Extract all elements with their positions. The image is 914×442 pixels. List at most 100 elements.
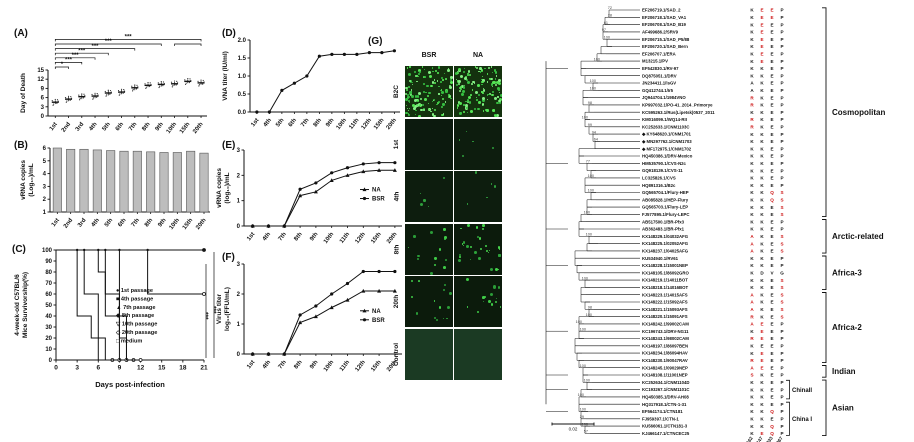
svg-text:6: 6	[41, 96, 45, 102]
aa-residue: E	[770, 380, 773, 385]
taxon-label: KX148243.1/98002CAM	[642, 336, 689, 341]
bootstrap-value: 100	[580, 408, 586, 412]
bootstrap-value: 72	[608, 6, 612, 10]
aa-residue: K	[750, 161, 754, 166]
chart-svg: EF206719.1/SAD_272 K E E PEF206718.1/SAD_VA1…	[545, 6, 885, 442]
aa-residue: K	[750, 329, 754, 334]
aa-residue: P	[780, 365, 783, 370]
svg-text:18: 18	[179, 365, 187, 372]
taxon-label: GQ565703.1/Flury-LEP	[642, 205, 688, 210]
svg-text:4-week-old C57BL/6: 4-week-old C57BL/6	[14, 274, 21, 336]
aa-residue: K	[750, 387, 754, 392]
svg-text:0: 0	[54, 365, 58, 372]
svg-text:80: 80	[45, 270, 52, 276]
aa-residue: K	[750, 66, 754, 71]
aa-residue: E	[760, 59, 763, 64]
bootstrap-value: 28	[608, 14, 612, 18]
aa-residue: E	[760, 30, 763, 35]
taxon-label: KX148230.1/90047RAV	[642, 358, 688, 363]
aa-residue: K	[760, 146, 764, 151]
aa-residue: P	[780, 15, 783, 20]
aa-residue: P	[780, 30, 783, 35]
bootstrap-value: 100	[582, 276, 588, 280]
aa-residue: E	[760, 322, 763, 327]
svg-text:60: 60	[45, 292, 52, 298]
aa-residue: E	[760, 8, 763, 13]
svg-text:10th: 10th	[166, 121, 179, 135]
aa-residue: E	[770, 146, 773, 151]
svg-text:2.0: 2.0	[238, 38, 247, 44]
taxon-label: KX148242.1/99002CAM	[642, 322, 689, 327]
aa-residue: K	[750, 190, 754, 195]
svg-text:12th: 12th	[355, 231, 368, 245]
aa-residue: V	[770, 271, 774, 276]
svg-text:3: 3	[237, 262, 241, 268]
chart-svg: 0 1 2 3 vRNA copies (log₁₀)/mL 1st 4th 7th 8th 9th…	[216, 148, 402, 245]
aa-residue: K	[750, 44, 754, 49]
bootstrap-value: 100	[588, 189, 594, 193]
svg-text:▽ 10th passage: ▽ 10th passage	[115, 322, 157, 328]
svg-text:7th: 7th	[128, 121, 138, 132]
aa-residue: E	[770, 351, 773, 356]
microscopy-row-label: 4th	[393, 191, 400, 202]
aa-residue: S	[780, 241, 783, 246]
svg-text:***: ***	[105, 39, 113, 45]
aa-residue: E	[770, 44, 773, 49]
aa-residue: P	[780, 22, 783, 27]
panel-f-virus-titer-chart: 0 1 2 3 Virus titer log₁₀(FFU/mL) 1st 4th 7th 8th…	[214, 256, 412, 394]
svg-text:4th: 4th	[91, 217, 101, 228]
bootstrap-value: 99	[588, 123, 592, 127]
svg-text:3: 3	[43, 184, 47, 190]
svg-text:(Log₁₀)/mL: (Log₁₀)/mL	[28, 163, 35, 196]
panel-label-g: (G)	[368, 36, 383, 47]
aa-residue: K	[760, 198, 764, 203]
svg-text:90: 90	[45, 259, 52, 265]
aa-residue: A	[750, 300, 754, 305]
aa-residue: S	[780, 292, 783, 297]
svg-text:9th: 9th	[309, 359, 319, 370]
panel-c-survival-chart: 0 10 20 30 40 50 60 70 80 90 100 4-week-old C57BL/6…	[12, 244, 224, 392]
bootstrap-value: 100	[586, 233, 592, 237]
fluorescence-image-20th-na	[454, 276, 502, 327]
aa-residue: E	[770, 227, 773, 232]
aa-residue: E	[770, 395, 773, 400]
svg-text:5th: 5th	[102, 121, 112, 132]
microscopy-column-header: BSR	[421, 52, 437, 59]
aa-residue: K	[760, 285, 764, 290]
taxon-label: LC325826.1/CVS	[642, 176, 676, 181]
aa-residue: R	[750, 358, 754, 363]
svg-text:0: 0	[49, 358, 53, 364]
fluorescence-image-1st-na	[454, 118, 502, 170]
aa-site-label: G147	[753, 435, 764, 442]
aa-residue: E	[770, 117, 773, 122]
aa-residue: Q	[770, 424, 774, 429]
microscopy-row-label: Control	[393, 342, 401, 366]
taxon-label: KX148221.1/15093AFS	[642, 307, 688, 312]
aa-residue: K	[750, 424, 754, 429]
aa-residue: E	[770, 161, 773, 166]
clade-label: Africa-3	[832, 268, 862, 277]
bootstrap-value: 100	[584, 379, 590, 383]
aa-residue: S	[780, 205, 783, 210]
panel-label-f: (F)	[222, 252, 235, 263]
svg-text:*: *	[61, 62, 64, 68]
aa-residue: E	[770, 15, 773, 20]
svg-text:2: 2	[237, 292, 241, 298]
aa-residue: K	[760, 278, 764, 283]
taxon-label: HQ450385.1/DRV-AH08	[642, 395, 689, 400]
aa-residue: P	[780, 66, 783, 71]
svg-text:Mice Survivorship(%): Mice Survivorship(%)	[22, 272, 29, 338]
bootstrap-value: 100	[580, 327, 586, 331]
aa-residue: K	[760, 395, 764, 400]
bootstrap-value: 100	[578, 393, 584, 397]
aa-residue: A	[750, 292, 754, 297]
svg-text:◆ 8th passage: ◆ 8th passage	[115, 312, 154, 319]
taxon-label: EF206719.1/SAD_2	[642, 8, 681, 13]
aa-residue: K	[750, 263, 754, 268]
svg-text:1: 1	[237, 199, 241, 205]
svg-text:1st: 1st	[250, 118, 260, 129]
aa-residue: R	[750, 117, 754, 122]
aa-residue: K	[760, 103, 764, 108]
aa-residue: K	[760, 380, 764, 385]
